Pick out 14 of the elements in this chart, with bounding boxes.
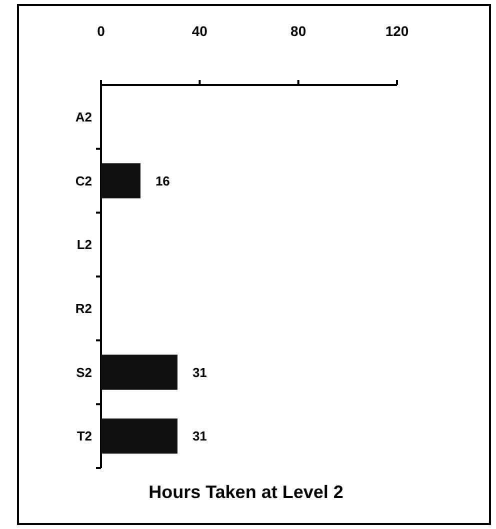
data-label: 16 — [155, 173, 170, 188]
y-tick-label: L2 — [76, 237, 92, 252]
data-label: 31 — [192, 364, 207, 380]
x-tick-label: 40 — [192, 23, 208, 39]
y-tick-label: S2 — [76, 364, 92, 380]
x-tick-label: 80 — [290, 23, 306, 39]
x-tick-label: 0 — [97, 23, 106, 39]
y-tick-label: C2 — [75, 173, 92, 188]
x-tick-label: 120 — [385, 23, 409, 39]
data-label: 31 — [192, 428, 207, 444]
text: Hours Taken at Level 2 — [148, 482, 344, 502]
y-tick-label: T2 — [76, 428, 92, 444]
y-tick-label: A2 — [75, 109, 92, 124]
y-tick-label: R2 — [75, 300, 92, 316]
